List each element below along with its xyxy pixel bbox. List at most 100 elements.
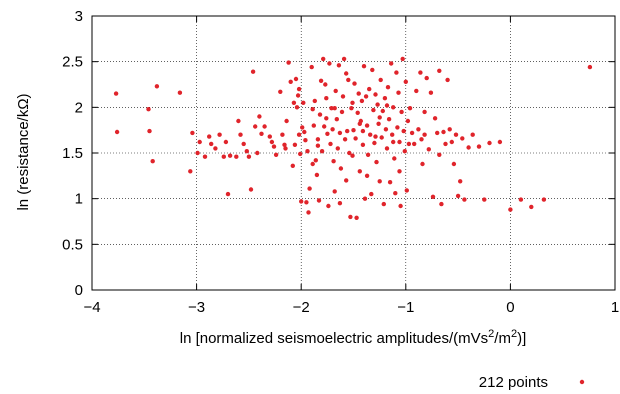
- data-point: [304, 200, 309, 205]
- data-point: [271, 144, 277, 149]
- y-tick-label: 3: [75, 8, 83, 25]
- data-point: [315, 137, 321, 142]
- data-point: [150, 159, 155, 164]
- data-point: [146, 107, 151, 112]
- data-point: [345, 128, 350, 134]
- data-point: [241, 141, 246, 147]
- data-point: [374, 159, 379, 165]
- data-point: [147, 128, 152, 134]
- data-point: [382, 96, 388, 101]
- data-point: [404, 188, 409, 193]
- data-point: [482, 197, 487, 202]
- data-point: [340, 94, 346, 99]
- data-point: [248, 187, 254, 192]
- legend-marker: [579, 379, 585, 385]
- data-point: [353, 136, 358, 141]
- data-point: [188, 169, 193, 174]
- data-point: [378, 77, 383, 83]
- data-point: [324, 116, 329, 121]
- data-point: [338, 166, 344, 171]
- y-tick-label: 2: [75, 99, 83, 116]
- data-point: [236, 118, 241, 124]
- data-point: [296, 132, 302, 137]
- data-point: [234, 154, 239, 159]
- data-point: [291, 100, 297, 106]
- x-tick-label: 0: [506, 299, 514, 316]
- data-point: [257, 114, 262, 119]
- data-point: [432, 116, 438, 121]
- data-point: [314, 172, 320, 178]
- data-point: [406, 141, 412, 147]
- data-point: [209, 141, 214, 147]
- data-point: [397, 169, 402, 174]
- data-point: [283, 146, 288, 151]
- data-point: [217, 132, 222, 137]
- data-point: [405, 118, 411, 124]
- data-point: [269, 139, 275, 145]
- x-axis-label: ln [normalized seismoelectric amplitudes…: [180, 328, 527, 347]
- data-point: [342, 137, 348, 142]
- legend: 212 points: [479, 374, 585, 391]
- data-point: [313, 158, 318, 163]
- data-point: [357, 169, 362, 174]
- data-point: [319, 149, 325, 154]
- data-point: [310, 107, 315, 112]
- data-point: [278, 89, 283, 95]
- y-axis-label: ln (resistance/kΩ): [15, 93, 32, 210]
- y-tick-label: 0: [75, 282, 83, 299]
- data-point: [361, 63, 367, 69]
- data-point: [387, 180, 393, 185]
- data-point: [393, 191, 398, 196]
- data-point: [422, 109, 427, 115]
- x-tick-label: −4: [83, 299, 100, 316]
- data-point: [447, 127, 452, 132]
- data-point: [280, 132, 285, 137]
- data-point: [381, 201, 386, 207]
- data-point: [518, 197, 524, 202]
- data-point: [202, 154, 208, 159]
- y-tick-labels: 0 0.5 1 1.5 2 2.5 3: [62, 8, 83, 299]
- data-point: [282, 142, 287, 147]
- data-point: [317, 112, 323, 117]
- data-point: [246, 154, 252, 159]
- data-point: [362, 196, 368, 201]
- data-point: [227, 153, 233, 158]
- data-point: [306, 210, 311, 215]
- data-point: [364, 123, 370, 128]
- data-point: [298, 151, 303, 157]
- data-points: [113, 56, 593, 220]
- data-point: [177, 90, 183, 95]
- data-point: [383, 127, 389, 132]
- data-point: [325, 131, 330, 136]
- data-point: [294, 105, 300, 110]
- data-point: [238, 132, 243, 137]
- data-point: [349, 106, 354, 111]
- data-point: [541, 197, 547, 202]
- data-point: [371, 107, 376, 113]
- data-point: [223, 139, 229, 145]
- data-point: [587, 64, 593, 70]
- data-point: [337, 201, 343, 206]
- data-point: [449, 139, 454, 145]
- data-point: [331, 159, 336, 164]
- data-point: [347, 150, 352, 156]
- data-point: [372, 140, 377, 146]
- grid-lines: [92, 16, 615, 290]
- data-point: [416, 127, 421, 132]
- data-point: [394, 70, 399, 75]
- data-point: [354, 215, 359, 220]
- data-point: [401, 128, 406, 134]
- data-point: [312, 98, 317, 104]
- data-point: [339, 109, 345, 115]
- data-point: [292, 142, 298, 147]
- data-point: [364, 173, 370, 178]
- data-point: [399, 109, 404, 115]
- data-point: [365, 152, 371, 157]
- data-point: [262, 124, 267, 129]
- data-point: [355, 110, 360, 116]
- data-point: [395, 125, 400, 130]
- data-point: [302, 129, 307, 135]
- data-point: [333, 88, 338, 94]
- y-tick-label: 1: [75, 191, 83, 208]
